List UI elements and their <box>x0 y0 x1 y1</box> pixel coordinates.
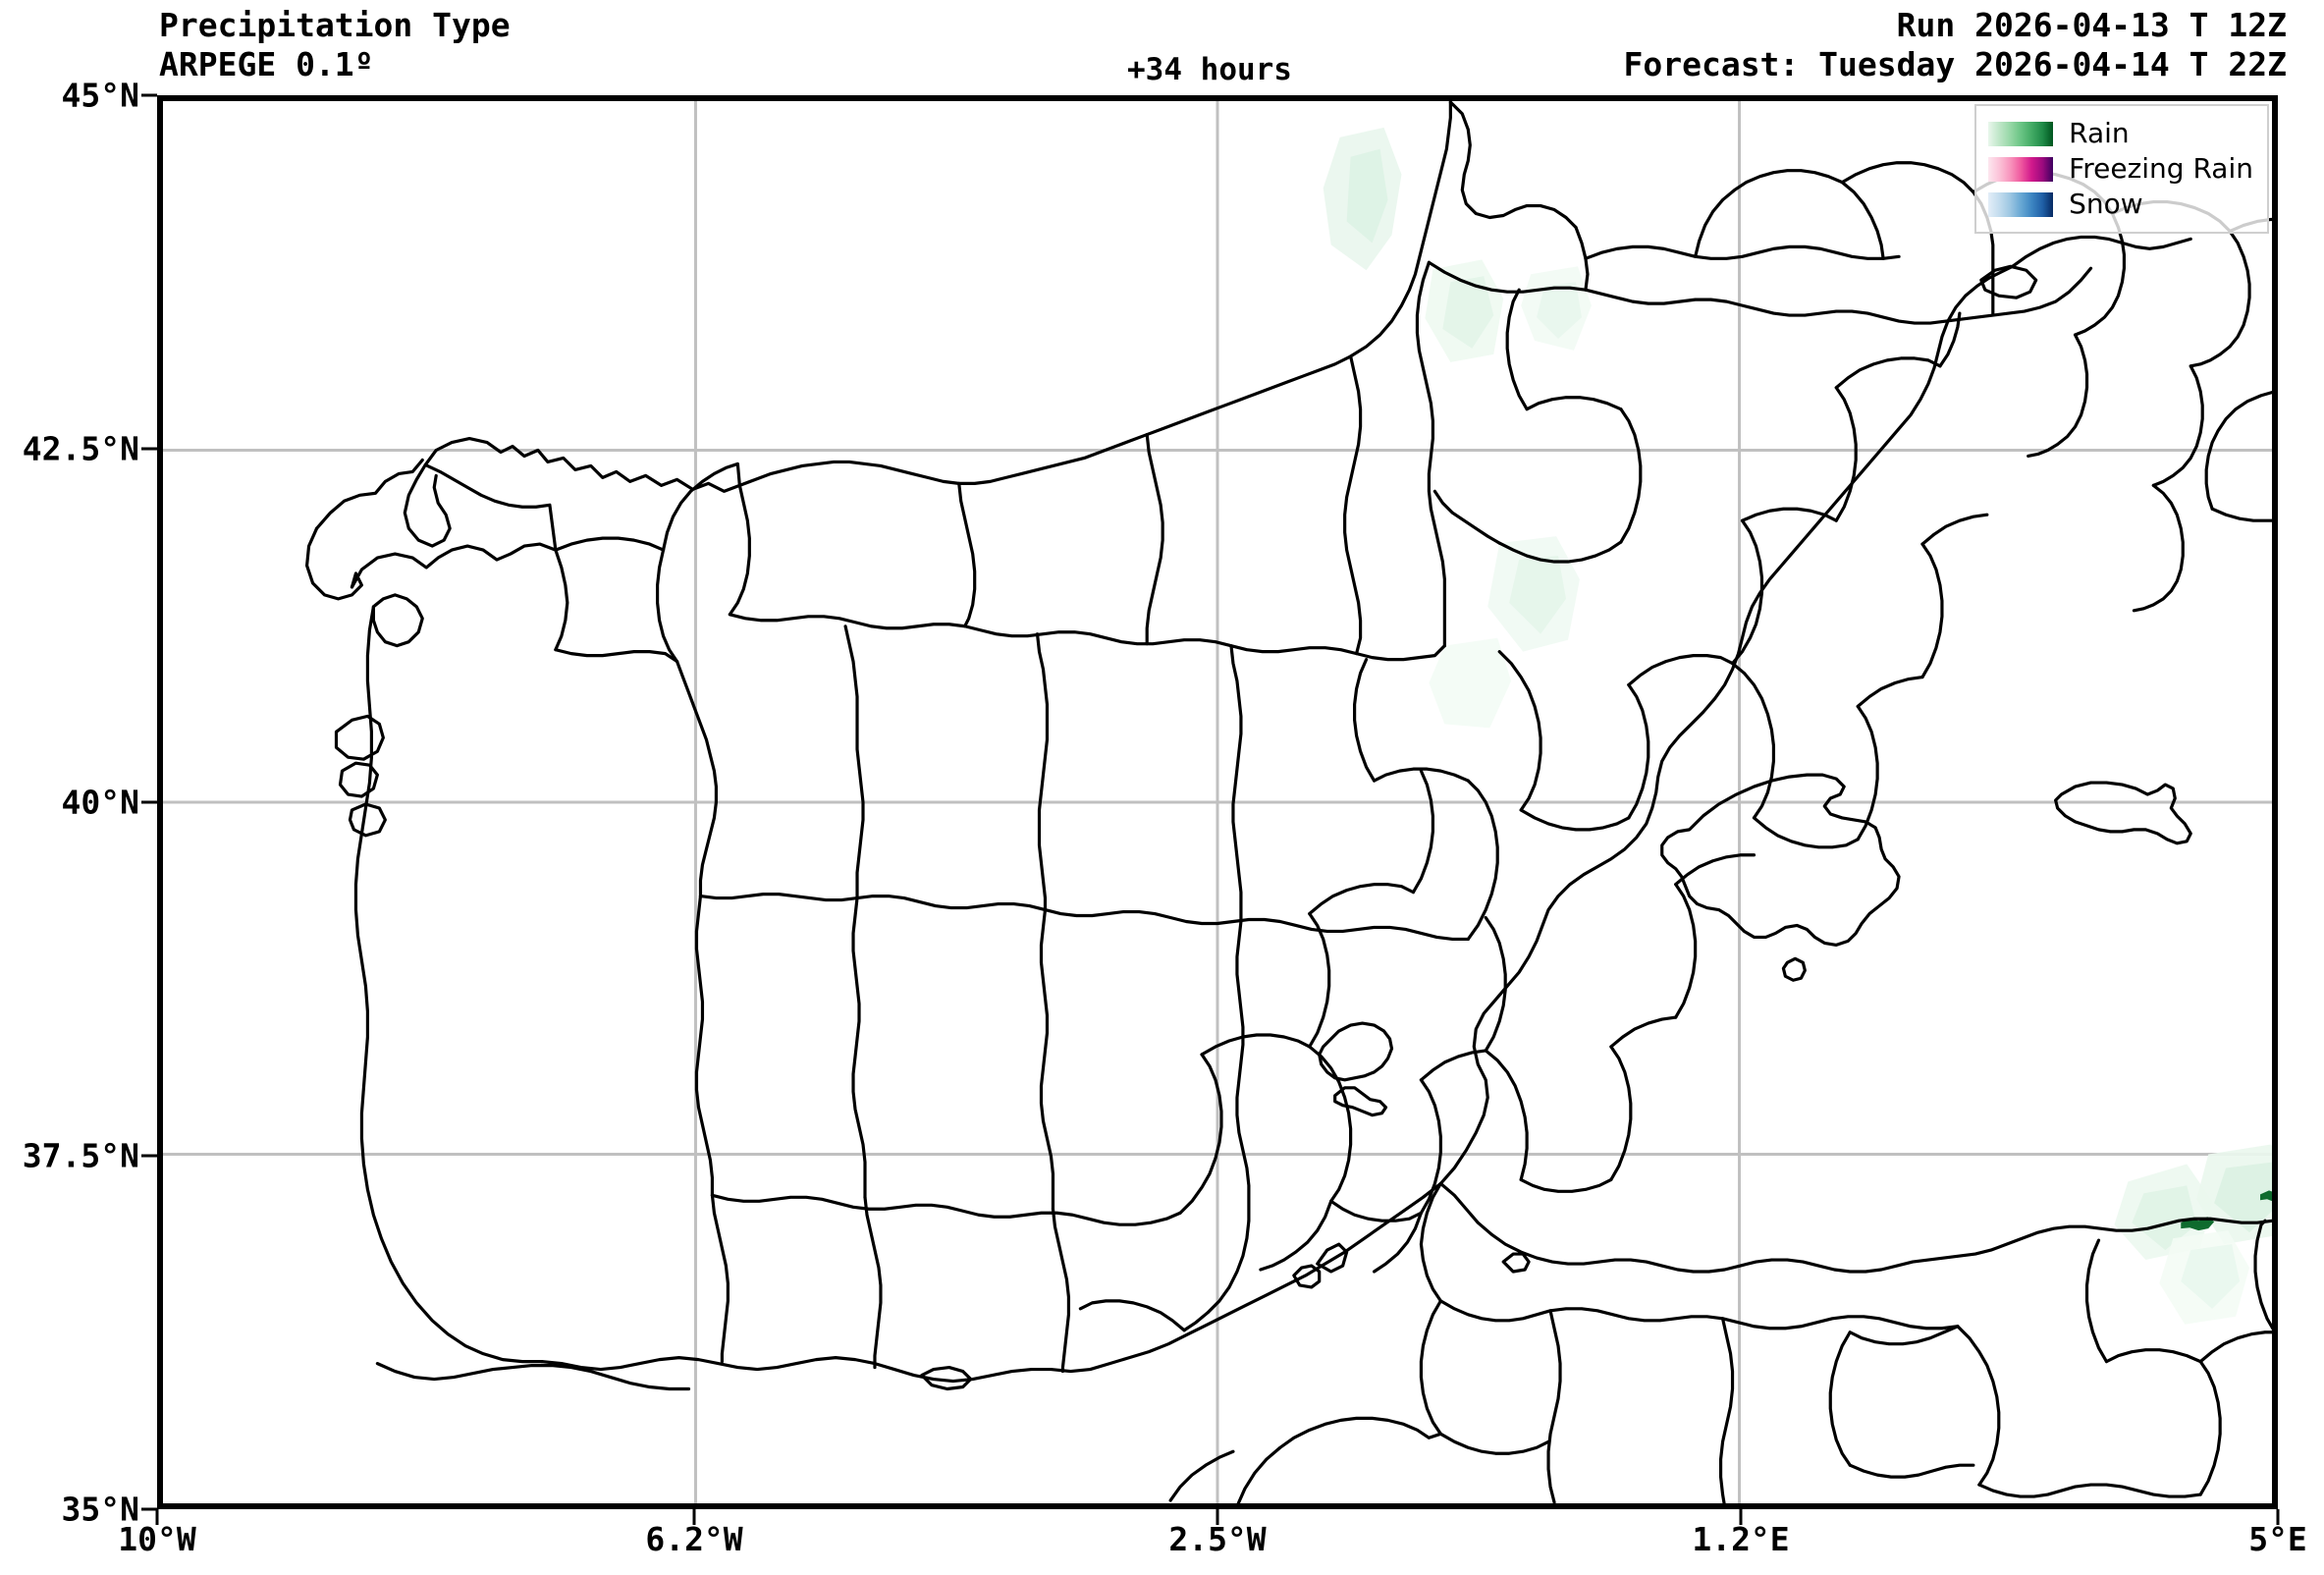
forecast-timestamp: Forecast: Tuesday 2026-04-14 T 22Z <box>1623 45 2287 83</box>
snow-colorbar-swatch <box>1988 191 2054 217</box>
map-gridlines <box>160 98 2275 1506</box>
x-axis-tick-62W: 6.2°W <box>645 1520 743 1558</box>
model-subtitle: ARPEGE 0.1º <box>159 45 374 83</box>
y-axis-tick-375N: 37.5°N <box>22 1136 139 1175</box>
x-axis-tick-10W: 10°W <box>118 1520 196 1558</box>
y-axis-tick-45N: 45°N <box>61 76 139 115</box>
legend-item-freezing-rain[interactable]: Freezing Rain <box>1988 151 2253 187</box>
y-axis-tick-40N: 40°N <box>61 783 139 822</box>
x-axis-tick-25W: 2.5°W <box>1168 1520 1267 1558</box>
legend-label-snow: Snow <box>2069 188 2143 220</box>
legend-item-rain[interactable]: Rain <box>1988 116 2253 151</box>
run-timestamp: Run 2026-04-13 T 12Z <box>1896 6 2287 44</box>
y-axis-tick-425N: 42.5°N <box>22 429 139 468</box>
map-legend[interactable]: Rain Freezing Rain Snow <box>1974 104 2269 234</box>
x-axis-tick-5E: 5°E <box>2248 1520 2307 1558</box>
legend-label-freezing-rain: Freezing Rain <box>2069 152 2253 185</box>
y-axis-tick-35N: 35°N <box>61 1490 139 1529</box>
precip-rain-field <box>1323 127 2275 1325</box>
x-axis-tick-12E: 1.2°E <box>1692 1520 1790 1558</box>
map-borders <box>304 100 2275 1506</box>
lead-time-label: +34 hours <box>1127 52 1292 87</box>
legend-item-snow[interactable]: Snow <box>1988 187 2253 222</box>
map-canvas <box>160 98 2275 1506</box>
map-plot-area[interactable]: Rain Freezing Rain Snow <box>157 95 2278 1509</box>
rain-colorbar-swatch <box>1988 121 2054 146</box>
page-title: Precipitation Type <box>159 6 511 44</box>
freezing-rain-colorbar-swatch <box>1988 156 2054 182</box>
legend-label-rain: Rain <box>2069 117 2130 149</box>
